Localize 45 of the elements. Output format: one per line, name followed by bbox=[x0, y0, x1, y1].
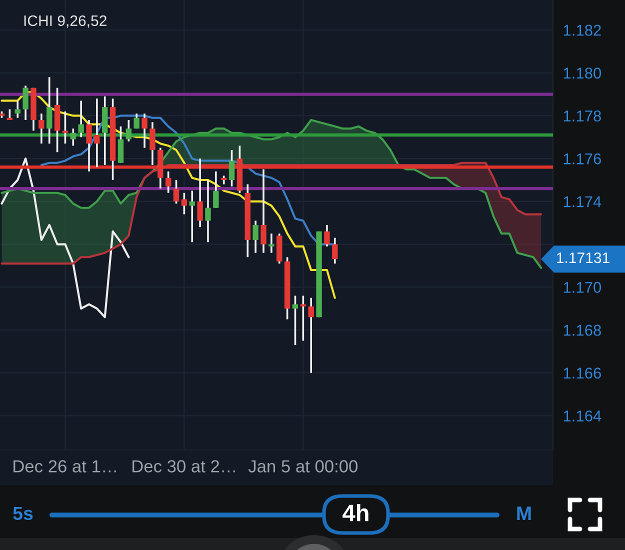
candlestick bbox=[118, 126, 124, 164]
candlestick bbox=[38, 112, 44, 144]
candlestick bbox=[213, 170, 219, 209]
candlestick bbox=[268, 232, 274, 254]
y-tick-label: 1.170 bbox=[564, 282, 602, 293]
candlestick bbox=[46, 76, 52, 144]
candlestick bbox=[252, 220, 258, 254]
y-tick-label: 1.164 bbox=[564, 410, 602, 422]
candlestick bbox=[126, 119, 132, 142]
y-tick-label: 1.180 bbox=[564, 68, 602, 79]
line-series bbox=[0, 162, 542, 265]
candlestick bbox=[205, 179, 211, 244]
candlestick bbox=[300, 294, 306, 342]
x-tick-label: Dec 26 at 1… bbox=[14, 460, 116, 472]
candlestick bbox=[308, 296, 314, 374]
text: M bbox=[517, 506, 531, 520]
x-tick-label: Dec 30 at 2… bbox=[132, 460, 235, 472]
y-tick-label: 1.176 bbox=[564, 153, 601, 164]
candlestick bbox=[173, 179, 180, 204]
candlestick bbox=[142, 112, 148, 149]
y-tick-label: 1.166 bbox=[564, 368, 601, 379]
text: 5s bbox=[13, 506, 33, 520]
candlestick bbox=[292, 294, 298, 346]
candlestick bbox=[165, 170, 172, 194]
line-series bbox=[0, 158, 130, 318]
candlestick bbox=[228, 149, 235, 188]
candlestick bbox=[189, 190, 195, 244]
text: 4h bbox=[342, 504, 368, 522]
x-tick-label: Jan 5 at 00:00 bbox=[248, 460, 358, 472]
candlestick bbox=[324, 224, 330, 248]
candlestick bbox=[62, 110, 68, 144]
candlestick bbox=[134, 112, 140, 130]
candlestick bbox=[22, 84, 28, 121]
text: 1.17131 bbox=[557, 252, 610, 264]
y-tick-label: 1.168 bbox=[564, 324, 601, 336]
line-series bbox=[0, 118, 542, 269]
y-tick-label: 1.182 bbox=[564, 24, 601, 36]
candlestick bbox=[332, 236, 338, 264]
y-tick-label: 1.178 bbox=[564, 110, 601, 122]
y-tick-label: 1.174 bbox=[564, 196, 602, 208]
candlestick bbox=[181, 192, 188, 216]
candlestick bbox=[14, 100, 20, 119]
text: ICHI 9,26,52 bbox=[24, 15, 106, 28]
candlestick bbox=[78, 100, 84, 138]
candlestick bbox=[70, 128, 76, 147]
